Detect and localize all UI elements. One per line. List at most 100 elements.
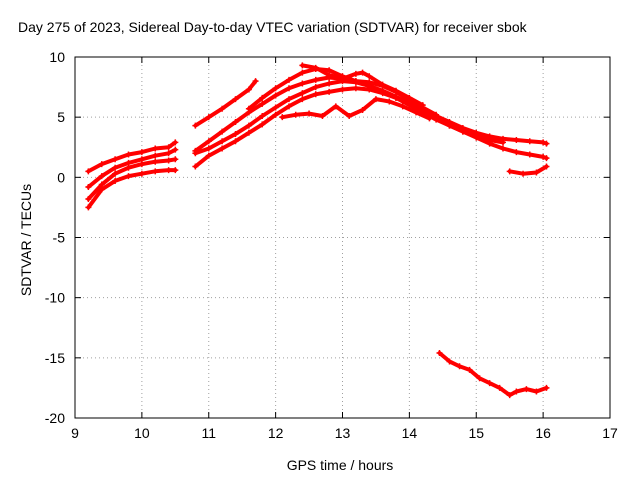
series-track-12 bbox=[506, 163, 550, 177]
data-point bbox=[292, 111, 299, 118]
data-point bbox=[543, 163, 550, 170]
data-point bbox=[466, 366, 473, 373]
data-point bbox=[219, 138, 226, 145]
data-point bbox=[252, 78, 259, 85]
data-point bbox=[219, 145, 226, 152]
data-point bbox=[543, 384, 550, 391]
data-point bbox=[359, 106, 366, 113]
series-track-11 bbox=[299, 62, 426, 109]
data-point bbox=[192, 163, 199, 170]
data-point bbox=[500, 139, 506, 146]
y-tick-label: -20 bbox=[45, 410, 65, 426]
data-point bbox=[513, 137, 520, 144]
data-point bbox=[259, 100, 266, 107]
data-point bbox=[326, 88, 333, 95]
data-point bbox=[85, 183, 92, 190]
series-track-8 bbox=[192, 78, 259, 129]
data-point bbox=[299, 90, 306, 97]
y-tick-label: -5 bbox=[53, 230, 66, 246]
data-point bbox=[192, 122, 199, 129]
data-point bbox=[299, 62, 306, 69]
data-point bbox=[165, 157, 172, 164]
series-layer bbox=[85, 62, 550, 399]
data-point bbox=[232, 96, 239, 103]
tick-layer bbox=[74, 56, 611, 419]
data-point bbox=[172, 167, 179, 174]
data-point bbox=[286, 85, 292, 92]
series-track-10 bbox=[279, 96, 433, 122]
data-point bbox=[419, 102, 426, 109]
tick-label-layer: 9 10 11 12 13 14 15 16 17 -20 -15 -10 -5 0 5 10 bbox=[45, 49, 618, 441]
data-point bbox=[399, 103, 406, 110]
data-point bbox=[125, 159, 132, 166]
y-tick-label: -10 bbox=[45, 290, 65, 306]
series-trace bbox=[193, 79, 258, 128]
y-tick-label: 10 bbox=[49, 49, 65, 65]
data-point bbox=[138, 170, 145, 177]
data-point bbox=[372, 96, 379, 103]
data-point bbox=[85, 195, 92, 202]
data-point bbox=[232, 118, 239, 125]
data-point bbox=[112, 164, 119, 171]
data-point bbox=[446, 122, 453, 129]
data-point bbox=[165, 150, 172, 157]
data-point bbox=[406, 94, 413, 101]
data-point bbox=[326, 80, 333, 87]
data-point bbox=[486, 137, 493, 144]
data-point bbox=[112, 156, 119, 163]
x-tick-label: 9 bbox=[71, 425, 79, 441]
data-point bbox=[456, 363, 463, 370]
data-point bbox=[152, 152, 159, 159]
x-axis-label: GPS time / hours bbox=[286, 457, 394, 473]
data-point bbox=[393, 94, 399, 101]
data-point bbox=[426, 115, 433, 122]
data-point bbox=[476, 375, 483, 382]
data-point bbox=[312, 64, 319, 71]
y-tick-label: -15 bbox=[45, 350, 65, 366]
x-tick-label: 12 bbox=[268, 425, 284, 441]
data-point bbox=[272, 85, 279, 92]
data-point bbox=[152, 168, 159, 175]
data-point bbox=[339, 75, 346, 82]
x-tick-label: 15 bbox=[468, 425, 484, 441]
data-point bbox=[219, 128, 226, 135]
data-point bbox=[272, 111, 279, 118]
data-point bbox=[98, 161, 105, 168]
data-point bbox=[352, 78, 359, 85]
data-point bbox=[138, 149, 145, 156]
data-point bbox=[232, 138, 239, 145]
data-point bbox=[205, 152, 212, 159]
data-point bbox=[299, 80, 306, 87]
data-point bbox=[152, 145, 159, 152]
data-point bbox=[299, 69, 306, 76]
x-tick-label: 16 bbox=[535, 425, 551, 441]
data-point bbox=[232, 131, 239, 138]
data-point bbox=[500, 145, 506, 152]
data-point bbox=[112, 177, 119, 184]
data-point bbox=[540, 139, 547, 146]
x-tick-label: 13 bbox=[335, 425, 351, 441]
data-point bbox=[138, 156, 145, 163]
data-point bbox=[312, 84, 319, 91]
data-point bbox=[459, 128, 466, 135]
data-point bbox=[165, 167, 172, 174]
data-point bbox=[326, 72, 333, 79]
data-point bbox=[526, 138, 533, 145]
data-point bbox=[393, 87, 399, 94]
data-point bbox=[433, 111, 440, 118]
x-tick-label: 10 bbox=[134, 425, 150, 441]
data-point bbox=[172, 146, 179, 153]
series-track-2 bbox=[85, 156, 179, 202]
data-point bbox=[319, 112, 326, 119]
data-point bbox=[312, 91, 319, 98]
data-point bbox=[272, 104, 279, 111]
data-point bbox=[352, 85, 359, 92]
data-point bbox=[165, 144, 172, 151]
data-point bbox=[98, 173, 105, 180]
data-point bbox=[259, 121, 266, 128]
series-track-3 bbox=[85, 146, 179, 190]
data-point bbox=[272, 92, 279, 99]
data-point bbox=[486, 380, 493, 387]
data-point bbox=[506, 392, 513, 399]
